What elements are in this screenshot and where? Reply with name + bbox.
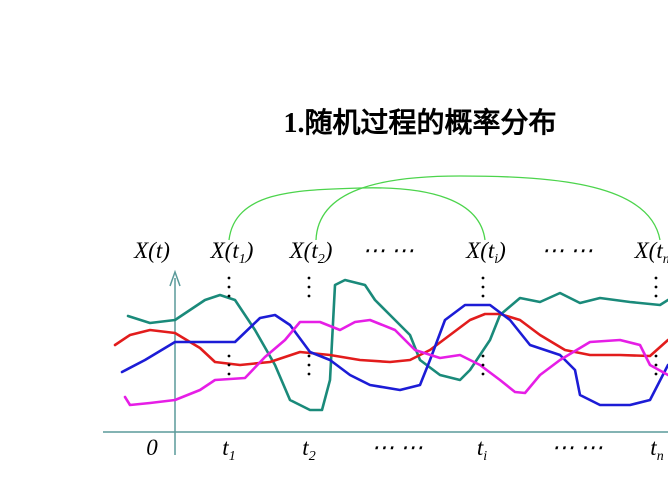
axis-arrow xyxy=(169,269,181,287)
arc xyxy=(315,175,661,241)
label-main: t xyxy=(477,435,484,460)
label-main: X(t xyxy=(289,238,319,263)
label: X(tn) xyxy=(634,238,668,267)
dot xyxy=(481,372,485,376)
label: X(ti) xyxy=(465,238,506,267)
dot xyxy=(227,276,231,280)
dot xyxy=(307,276,311,280)
label-main: 0 xyxy=(146,435,158,460)
label-sub: n xyxy=(663,252,668,267)
dot xyxy=(481,363,485,367)
label-main: X(t) xyxy=(133,238,170,263)
label: tn xyxy=(650,435,663,464)
dot xyxy=(481,276,485,280)
label: ⋯ ⋯ xyxy=(371,435,423,460)
label-sub: i xyxy=(483,449,487,464)
label-main: ⋯ ⋯ xyxy=(371,435,423,460)
bottom-labels: 0 t1 t2 ⋯ ⋯ ti ⋯ ⋯ tn xyxy=(146,435,663,464)
label: ⋯ ⋯ xyxy=(362,238,414,263)
label: ti xyxy=(477,435,487,464)
dot xyxy=(481,354,485,358)
label-end: ) xyxy=(323,238,333,263)
dot xyxy=(307,363,311,367)
dot xyxy=(654,285,658,289)
label-main: t xyxy=(222,435,229,460)
sample-path xyxy=(126,278,668,412)
label-end: ) xyxy=(496,238,506,263)
label: t2 xyxy=(302,435,315,464)
label-sub: 2 xyxy=(318,252,325,267)
label-main: t xyxy=(302,435,309,460)
top-labels: X(t)X(t1)X(t2)⋯ ⋯X(ti)⋯ ⋯X(tn) xyxy=(133,238,668,267)
label-main: X(t xyxy=(634,238,664,263)
label: ⋯ ⋯ xyxy=(541,238,593,263)
label-end: ) xyxy=(244,238,254,263)
dot xyxy=(227,363,231,367)
dot xyxy=(654,372,658,376)
label: ⋯ ⋯ xyxy=(551,435,603,460)
dot xyxy=(227,372,231,376)
dot xyxy=(481,294,485,298)
label: 0 xyxy=(146,435,158,460)
label-main: X(t xyxy=(210,238,240,263)
dot xyxy=(227,294,231,298)
label-sub: i xyxy=(494,252,498,267)
label-main: ⋯ ⋯ xyxy=(551,435,603,460)
dot xyxy=(227,285,231,289)
sample-path xyxy=(120,303,668,407)
dot xyxy=(307,354,311,358)
label-main: ⋯ ⋯ xyxy=(541,238,593,263)
sample-path xyxy=(113,312,668,367)
arc xyxy=(228,187,486,241)
dot xyxy=(654,276,658,280)
dot xyxy=(307,285,311,289)
label: t1 xyxy=(222,435,235,464)
dot xyxy=(307,372,311,376)
dot xyxy=(654,354,658,358)
dot xyxy=(227,354,231,358)
dot xyxy=(307,294,311,298)
sample-path xyxy=(123,318,668,407)
label: X(t1) xyxy=(210,238,254,267)
dot xyxy=(654,294,658,298)
vertical-dots xyxy=(227,276,658,376)
label-sub: n xyxy=(657,449,664,464)
label-sub: 2 xyxy=(309,449,316,464)
title: 1.随机过程的概率分布 xyxy=(283,106,556,139)
label-sub: 1 xyxy=(239,252,246,267)
label-sub: 1 xyxy=(229,449,236,464)
label-main: t xyxy=(650,435,657,460)
label-main: ⋯ ⋯ xyxy=(362,238,414,263)
label: X(t2) xyxy=(289,238,333,267)
dot xyxy=(654,363,658,367)
label-main: X(t xyxy=(465,238,495,263)
label: X(t) xyxy=(133,238,170,263)
dot xyxy=(481,285,485,289)
